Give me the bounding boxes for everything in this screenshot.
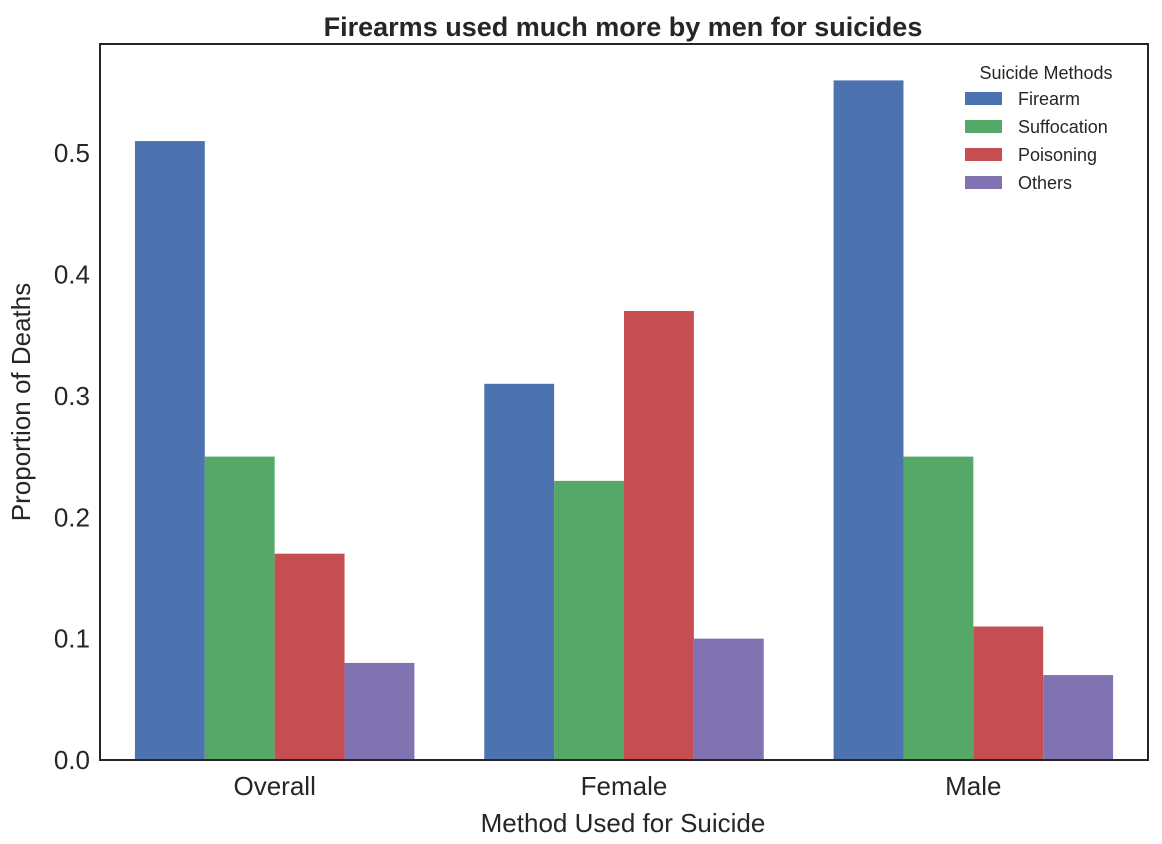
y-tick-label: 0.0 xyxy=(54,745,90,775)
chart-title: Firearms used much more by men for suici… xyxy=(324,12,923,42)
bar-male-poisoning xyxy=(973,626,1044,760)
x-tick-label-female: Female xyxy=(581,771,668,801)
legend-label-firearm: Firearm xyxy=(1018,89,1080,109)
y-tick-label: 0.1 xyxy=(54,624,90,654)
y-tick-label: 0.3 xyxy=(54,381,90,411)
bar-overall-poisoning xyxy=(274,553,345,760)
legend-label-others: Others xyxy=(1018,173,1072,193)
legend-swatch-firearm xyxy=(965,92,1002,105)
legend-title: Suicide Methods xyxy=(979,63,1112,83)
bar-male-suffocation xyxy=(903,456,974,760)
y-tick-label: 0.2 xyxy=(54,502,90,532)
legend-label-suffocation: Suffocation xyxy=(1018,117,1108,137)
legend: Suicide Methods Firearm Suffocation Poison… xyxy=(965,63,1113,193)
bar-female-others xyxy=(693,638,764,760)
legend-swatch-poisoning xyxy=(965,148,1002,161)
y-axis-label: Proportion of Deaths xyxy=(6,283,36,521)
bar-male-others xyxy=(1043,675,1114,760)
bar-overall-others xyxy=(344,662,415,760)
legend-items: Firearm Suffocation Poisoning Others xyxy=(965,89,1108,193)
legend-swatch-others xyxy=(965,176,1002,189)
bar-overall-firearm xyxy=(134,141,205,760)
y-tick-label: 0.4 xyxy=(54,260,90,290)
y-tick-label: 0.5 xyxy=(54,138,90,168)
bar-male-firearm xyxy=(833,80,904,760)
bar-female-suffocation xyxy=(554,480,624,760)
bar-female-firearm xyxy=(484,383,555,760)
x-tick-label-male: Male xyxy=(945,771,1001,801)
bars xyxy=(134,80,1114,760)
plot-area-frame xyxy=(99,43,1149,761)
legend-swatch-suffocation xyxy=(965,120,1002,133)
x-axis-ticks: Overall Female Male xyxy=(233,771,1001,801)
bar-female-poisoning xyxy=(624,310,694,760)
bar-overall-suffocation xyxy=(204,456,275,760)
x-axis-label: Method Used for Suicide xyxy=(481,808,766,838)
y-axis-ticks: 0.0 0.1 0.2 0.3 0.4 0.5 xyxy=(54,138,90,775)
x-tick-label-overall: Overall xyxy=(233,771,315,801)
legend-label-poisoning: Poisoning xyxy=(1018,145,1097,165)
